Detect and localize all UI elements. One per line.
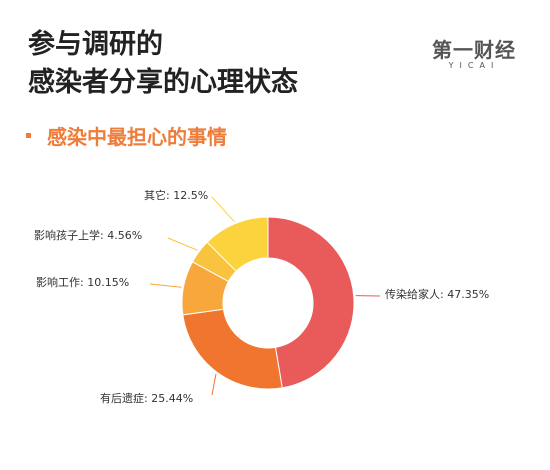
slice-2 <box>182 308 283 390</box>
logo-subtext: YICAI <box>448 61 500 70</box>
leader-line-2 <box>211 373 217 396</box>
leader-line-3 <box>149 283 182 288</box>
slice-label-4: 影响孩子上学: 4.56% <box>34 228 142 242</box>
page-title: 参与调研的 感染者分享的心理状态 <box>28 26 298 102</box>
title-line-2: 感染者分享的心理状态 <box>28 67 298 98</box>
chart-subtitle-text: 感染中最担心的事情 <box>47 125 227 149</box>
slice-label-2: 有后遗症: 25.44% <box>100 391 193 405</box>
slice-5 <box>206 216 269 272</box>
brand-logo: 第一财经 YICAI <box>432 34 516 70</box>
bullet-dot <box>26 133 31 138</box>
slice-label-3: 影响工作: 10.15% <box>36 276 129 289</box>
leader-line-5 <box>211 196 235 223</box>
slice-label-5: 其它: 12.5% <box>144 188 208 202</box>
title-line-1: 参与调研的 <box>28 29 163 60</box>
logo-text: 第一财经 <box>432 38 516 62</box>
slice-1 <box>267 216 355 389</box>
chart-subtitle: 感染中最担心的事情 <box>26 121 227 150</box>
leader-line-4 <box>167 237 198 251</box>
slice-label-1: 传染给家人: 47.35% <box>385 287 489 301</box>
